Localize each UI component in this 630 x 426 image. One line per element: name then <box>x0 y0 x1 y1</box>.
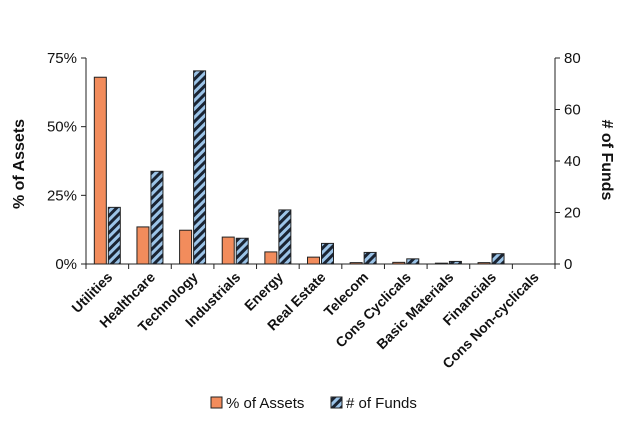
bar-funds <box>235 237 249 265</box>
category-labels: UtilitiesHealthcareTechnologyIndustrials… <box>68 269 542 372</box>
bar-funds <box>107 206 121 265</box>
bar-assets <box>307 256 320 265</box>
bar-assets <box>264 251 278 265</box>
right-tick-label: 80 <box>564 50 581 67</box>
bar-assets <box>349 262 363 265</box>
right-tick-label: 60 <box>564 102 581 119</box>
right-tick-label: 0 <box>564 256 572 273</box>
category-label: Basic Materials <box>373 269 457 353</box>
left-axis-title: % of Assets <box>11 119 28 209</box>
plot-area <box>85 58 556 269</box>
bar-funds <box>150 170 164 265</box>
right-tick-label: 20 <box>564 205 581 222</box>
bar-funds <box>193 70 207 265</box>
left-tick-label: 0% <box>55 256 77 273</box>
bar-assets <box>136 226 150 265</box>
legend-swatch-assets <box>210 396 223 409</box>
right-axis-title: # of Funds <box>598 120 615 201</box>
bar-assets <box>221 236 235 265</box>
right-tick-label: 40 <box>564 153 581 170</box>
left-axis-ticks: 0% 25% 50% 75% <box>47 50 86 273</box>
left-tick-label: 50% <box>47 119 77 136</box>
left-tick-label: 25% <box>47 187 77 204</box>
bar-funds <box>491 253 505 265</box>
bar-funds <box>363 251 377 265</box>
bar-assets <box>179 229 193 265</box>
bar-assets <box>477 262 491 265</box>
legend-label-funds: # of Funds <box>346 395 417 412</box>
bar-funds <box>448 260 462 265</box>
legend-swatch-funds <box>330 396 343 409</box>
legend: % of Assets # of Funds <box>210 395 417 412</box>
bar-assets <box>434 262 448 265</box>
legend-label-assets: % of Assets <box>226 395 304 412</box>
bar-funds <box>278 209 292 265</box>
bar-assets <box>392 261 406 265</box>
bar-funds <box>406 258 420 265</box>
category-label: Cons Cyclicals <box>332 269 414 351</box>
right-axis-ticks: 0 20 40 60 80 <box>555 50 581 273</box>
left-tick-label: 75% <box>47 50 77 67</box>
bar-funds <box>321 242 334 265</box>
bar-assets <box>93 76 107 265</box>
